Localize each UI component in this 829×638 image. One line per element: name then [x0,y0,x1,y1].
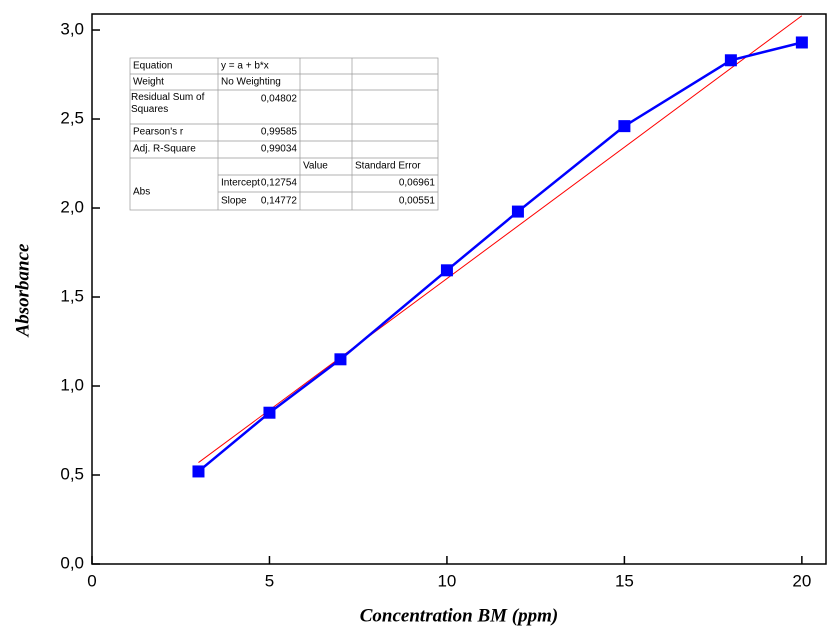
fit-table-text: Equation y = a + b*x Weight No Weighting… [131,61,435,207]
plot-frame [91,13,827,565]
fit-table [129,57,439,211]
marker [334,353,347,366]
table-cell: Adj. R-Square [133,144,196,155]
table-cell: 0,00551 [399,196,436,207]
x-axis-label: Concentration BM (ppm) [360,605,558,626]
table-cell: Slope [221,196,247,207]
marker [795,36,808,49]
x-tick-label: 0 [87,571,96,590]
table-cell: Residual Sum of Squares [131,92,205,115]
marker [192,465,205,478]
x-tick-label: 15 [615,571,634,590]
table-cell-wrap: Residual Sum of Squares [131,92,205,115]
table-cell: Equation [133,61,172,72]
table-cell: 0,99034 [261,144,298,155]
marker [511,205,524,218]
y-tick-label: 1,5 [60,286,84,305]
marker [263,406,276,419]
table-cell: Abs [133,187,150,198]
y-tick-label: 2,5 [60,109,84,128]
table-cell: 0,06961 [399,178,436,189]
y-tick-label: 1,0 [60,375,84,394]
marker [618,120,631,133]
table-cell: 0,04802 [261,94,298,105]
marker [724,54,737,67]
table-cell: 0,99585 [261,127,298,138]
y-axis-label: Absorbance [12,243,33,337]
x-tick-label: 20 [792,571,811,590]
x-tick-label: 5 [265,571,274,590]
table-cell: No Weighting [221,77,281,88]
y-tick-label: 3,0 [60,20,84,39]
table-cell: Weight [133,77,164,88]
series-line [197,41,803,473]
table-cell: 0,12754 [261,178,298,189]
table-cell: Standard Error [355,161,421,172]
y-tick-label: 2,0 [60,197,84,216]
y-tick-label: 0,5 [60,464,84,483]
x-tick-label: 10 [437,571,456,590]
table-cell: Intercept [221,178,260,189]
fit-line [198,15,803,463]
table-cell: Value [303,161,328,172]
table-cell: Pearson's r [133,127,184,138]
y-tick-label: 0,0 [60,553,84,572]
table-cell: y = a + b*x [221,61,269,72]
table-cell: 0,14772 [261,196,298,207]
marker [440,264,453,277]
